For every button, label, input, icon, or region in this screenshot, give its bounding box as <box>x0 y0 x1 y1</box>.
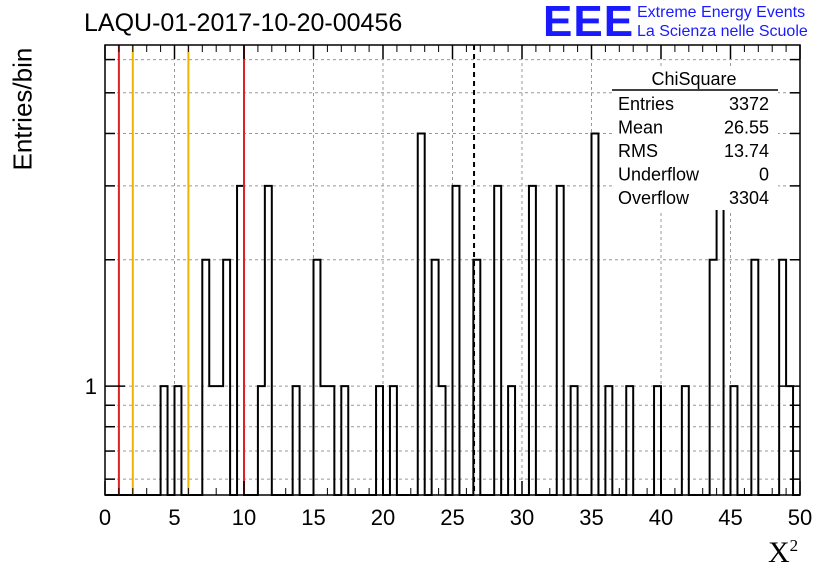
histogram-bin <box>605 386 612 495</box>
stats-value: 3304 <box>729 188 769 208</box>
histogram-bin <box>432 260 439 495</box>
axis-ticks: 0 5 10 15 20 25 30 35 40 45 50 1 <box>85 45 812 530</box>
stats-value: 0 <box>759 165 769 185</box>
histogram-bin <box>293 386 300 495</box>
x-tick-label: 30 <box>510 505 534 530</box>
histogram-bin <box>320 386 327 495</box>
histogram-bin <box>779 260 786 495</box>
histogram-bin <box>731 386 738 495</box>
stats-title: ChiSquare <box>651 69 736 89</box>
histogram-bin <box>626 386 633 495</box>
histogram-bin <box>223 260 230 495</box>
histogram-bin <box>209 386 216 495</box>
stats-label: RMS <box>618 141 658 161</box>
stats-value: 3372 <box>729 94 769 114</box>
histogram-bin <box>494 186 501 495</box>
histogram-bin <box>390 386 397 495</box>
x-axis-label-sup: 2 <box>789 536 799 555</box>
x-tick-label: 20 <box>371 505 395 530</box>
histogram-outline <box>105 91 800 496</box>
stats-label: Mean <box>618 118 663 138</box>
histogram-bin <box>376 386 383 495</box>
x-tick-label: 5 <box>168 505 180 530</box>
histogram-bin <box>202 260 209 495</box>
x-tick-label: 50 <box>788 505 812 530</box>
x-tick-label: 10 <box>232 505 256 530</box>
histogram-bin <box>216 386 223 495</box>
histogram-bin <box>508 386 515 495</box>
y-tick-label: 1 <box>85 374 97 399</box>
x-tick-label: 15 <box>301 505 325 530</box>
logo-caption-line2: La Scienza nelle Scuole <box>637 23 808 40</box>
histogram-bin <box>314 260 321 495</box>
histogram-bin <box>571 386 578 495</box>
histogram-bin <box>710 260 717 495</box>
histogram-bin <box>654 386 661 495</box>
histogram-bin <box>327 386 334 495</box>
plot-title: LAQU-01-2017-10-20-00456 <box>84 9 403 37</box>
plot-frame <box>104 44 801 496</box>
histogram-bin <box>529 186 536 495</box>
x-tick-label: 0 <box>99 505 111 530</box>
stats-value: 13.74 <box>724 141 769 161</box>
x-tick-label: 35 <box>579 505 603 530</box>
x-axis-label-base: X <box>768 536 790 569</box>
histogram-bin <box>751 260 758 495</box>
x-tick-label: 45 <box>718 505 742 530</box>
histogram-bin <box>453 186 460 495</box>
histogram-bin <box>418 133 425 495</box>
histogram-bin <box>439 386 446 495</box>
histogram-bin <box>682 386 689 495</box>
histogram-bin <box>161 386 168 495</box>
histogram-bin <box>557 186 564 495</box>
x-axis-label: X2 <box>768 536 798 570</box>
histogram-bin <box>341 386 348 495</box>
stats-label: Overflow <box>618 188 690 208</box>
histogram-bin <box>265 186 272 495</box>
x-tick-label: 40 <box>649 505 673 530</box>
histogram-bars <box>105 91 800 496</box>
logo-caption-line1: Extreme Energy Events <box>637 4 806 21</box>
histogram-bin <box>175 386 182 495</box>
stats-label: Entries <box>618 94 674 114</box>
histogram-bin <box>258 386 265 495</box>
histogram-bin <box>592 133 599 495</box>
eee-logo: EEE <box>543 0 635 46</box>
x-tick-label: 25 <box>440 505 464 530</box>
stats-box: ChiSquare Entries 3372 Mean 26.55 RMS 13.74 Und… <box>612 66 778 210</box>
stats-label: Underflow <box>618 165 700 185</box>
histogram-bin <box>237 186 244 495</box>
reference-lines <box>117 45 476 495</box>
stats-value: 26.55 <box>724 118 769 138</box>
